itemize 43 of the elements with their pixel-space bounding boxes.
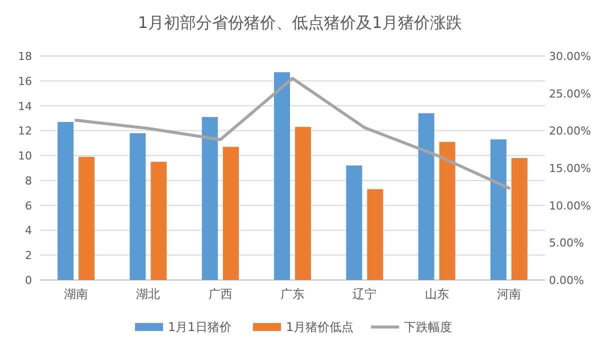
legend-label: 1月1日猪价: [168, 320, 232, 334]
y2-tick-label: 10.00%: [549, 199, 591, 212]
y-tick-label: 14: [18, 100, 32, 113]
y2-tick-label: 15.00%: [549, 162, 591, 175]
y2-tick-label: 0.00%: [549, 274, 584, 287]
y-tick-label: 0: [25, 274, 32, 287]
bar: [490, 139, 506, 280]
x-tick-label: 广东: [280, 287, 304, 301]
y-tick-label: 12: [18, 124, 32, 138]
y-tick-label: 6: [25, 199, 32, 212]
bar: [150, 162, 167, 280]
x-tick-label: 广西: [208, 287, 232, 301]
y-tick-label: 4: [25, 224, 32, 238]
y2-tick-label: 20.00%: [549, 124, 591, 138]
bar: [274, 72, 290, 280]
bar: [511, 158, 528, 280]
x-tick-label: 湖南: [64, 287, 88, 301]
legend-label: 下跌幅度: [404, 320, 452, 334]
bar: [418, 113, 434, 280]
y2-tick-label: 25.00%: [549, 87, 591, 100]
y-tick-label: 18: [18, 50, 32, 63]
y-tick-label: 8: [25, 174, 32, 188]
y2-tick-label: 5.00%: [549, 236, 584, 250]
bar: [367, 189, 384, 280]
bar: [78, 156, 95, 280]
bar: [130, 133, 146, 280]
line-series: [74, 76, 510, 190]
bar: [439, 142, 456, 280]
y-tick-label: 16: [18, 74, 32, 88]
x-tick-label: 河南: [496, 287, 521, 301]
bar: [202, 116, 218, 280]
chart-title: 1月初部分省份猪价、低点猪价及1月猪价涨跌: [138, 13, 462, 32]
bar: [295, 126, 311, 280]
bar: [346, 166, 362, 280]
bar: [222, 146, 239, 280]
bar: [58, 122, 74, 280]
x-tick-label: 辽宁: [352, 287, 377, 301]
y-tick-label: 2: [25, 249, 32, 262]
y2-tick-label: 30.00%: [549, 50, 591, 63]
x-tick-label: 湖北: [136, 287, 160, 301]
x-tick-label: 山东: [424, 287, 449, 301]
legend-label: 1月猪价低点: [286, 320, 354, 334]
y-tick-label: 10: [18, 150, 32, 163]
